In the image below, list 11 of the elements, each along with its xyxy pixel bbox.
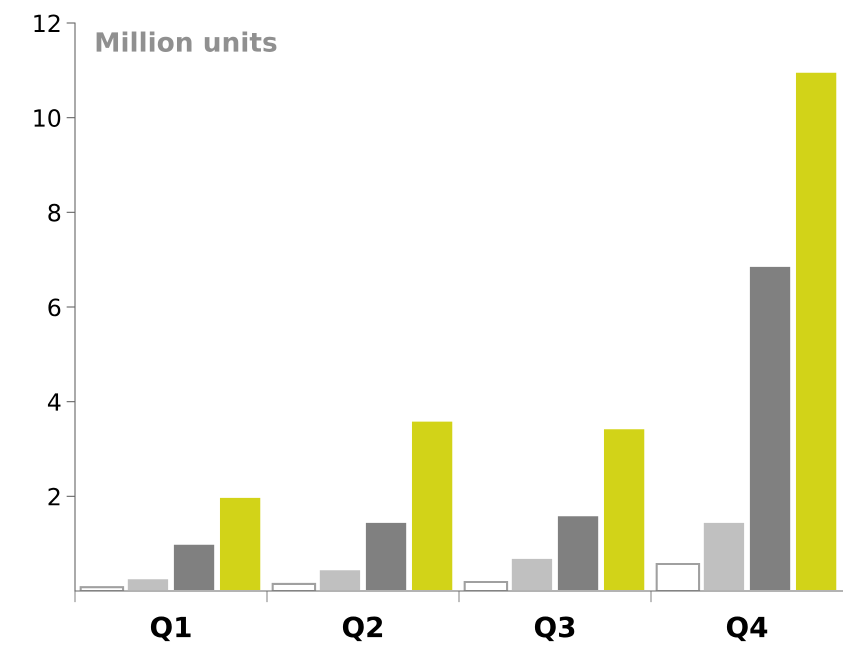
x-tick-label: Q1 (150, 616, 191, 642)
x-tick-label: Q4 (726, 616, 768, 642)
y-tick-label: 4 (48, 393, 60, 411)
y-tick-label: 8 (48, 204, 60, 222)
x-tick-label: Q3 (534, 616, 574, 642)
y-tick-label: 10 (34, 109, 60, 127)
y-tick-label: 12 (34, 14, 60, 32)
y-tick-label: 6 (48, 298, 60, 316)
y-axis-title: Million units (96, 32, 276, 52)
y-tick-label: 2 (48, 488, 60, 506)
x-tick-label: Q2 (342, 616, 382, 642)
